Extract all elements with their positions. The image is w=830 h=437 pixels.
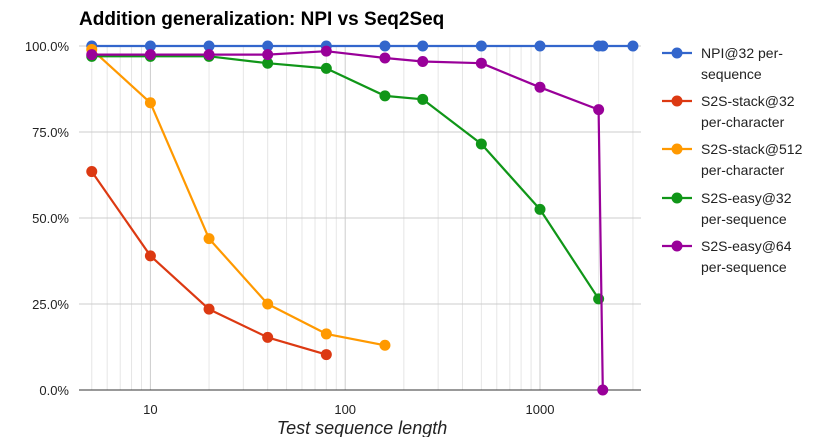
chart-title: Addition generalization: NPI vs Seq2Seq [79,9,444,30]
data-point [86,166,98,178]
data-point [144,49,156,61]
legend-label: S2S-stack@512 [701,141,803,157]
series-line [91,50,604,391]
data-point [379,40,391,52]
legend-item-1: NPI@32 per-sequence [662,45,783,82]
legend-label: S2S-easy@64 [701,238,792,254]
data-point [627,40,639,52]
x-tick-label: 1000 [526,402,555,417]
data-point [475,57,487,69]
data-point [144,40,156,52]
data-point [417,55,429,67]
y-tick-label: 0.0% [39,383,69,398]
x-axis-label: Test sequence length [277,418,447,437]
series-group [86,40,639,396]
data-point [475,40,487,52]
data-point [379,339,391,351]
data-point [417,40,429,52]
data-point [144,250,156,262]
series-5 [86,45,609,396]
data-point [597,40,609,52]
data-point [475,138,487,150]
legend-label: per-sequence [701,259,787,275]
data-point [320,328,332,340]
legend-marker [671,240,683,252]
legend-item-3: S2S-stack@512 per-character [662,141,803,178]
data-point [144,97,156,109]
grid [79,45,641,391]
data-point [86,49,98,61]
legend-item-5: S2S-easy@64 per-sequence [662,238,792,275]
data-point [534,81,546,93]
legend-marker [671,47,683,59]
legend-marker [671,95,683,107]
series-line [91,48,386,347]
y-tick-label: 50.0% [32,211,69,226]
data-point [262,49,274,61]
legend-label: S2S-easy@32 [701,190,792,206]
x-tick-label: 100 [334,402,356,417]
data-point [203,40,215,52]
data-point [379,90,391,102]
data-point [597,384,609,396]
data-point [203,303,215,315]
legend-label: S2S-stack@32 [701,93,795,109]
x-tick-label: 10 [143,402,157,417]
y-tick-label: 100.0% [25,39,70,54]
legend-label: sequence [701,66,762,82]
legend-item-2: S2S-stack@32 per-character [662,93,795,130]
data-point [320,62,332,74]
legend-label: NPI@32 per- [701,45,783,61]
series-3 [86,43,391,351]
series-line [91,55,600,300]
legend-item-4: S2S-easy@32 per-sequence [662,190,792,227]
data-point [320,45,332,57]
data-point [320,349,332,361]
data-point [203,49,215,61]
data-point [203,233,215,245]
legend-label: per-character [701,162,785,178]
data-point [262,298,274,310]
legend-label: per-sequence [701,211,787,227]
data-point [262,57,274,69]
data-point [262,331,274,343]
legend-marker [671,143,683,155]
data-point [417,93,429,105]
y-tick-label: 25.0% [32,297,69,312]
data-point [379,52,391,64]
data-point [593,104,605,116]
legend-label: per-character [701,114,785,130]
legend-marker [671,192,683,204]
y-tick-label: 75.0% [32,125,69,140]
data-point [262,40,274,52]
data-point [534,40,546,52]
series-1 [86,40,639,52]
data-point [534,203,546,215]
series-2 [86,166,332,361]
legend: NPI@32 per-sequence S2S-stack@32 per-chara… [662,45,803,275]
axes: 0.0% 25.0% 50.0% 75.0% 100.0% 10 100 1000 [25,39,555,417]
